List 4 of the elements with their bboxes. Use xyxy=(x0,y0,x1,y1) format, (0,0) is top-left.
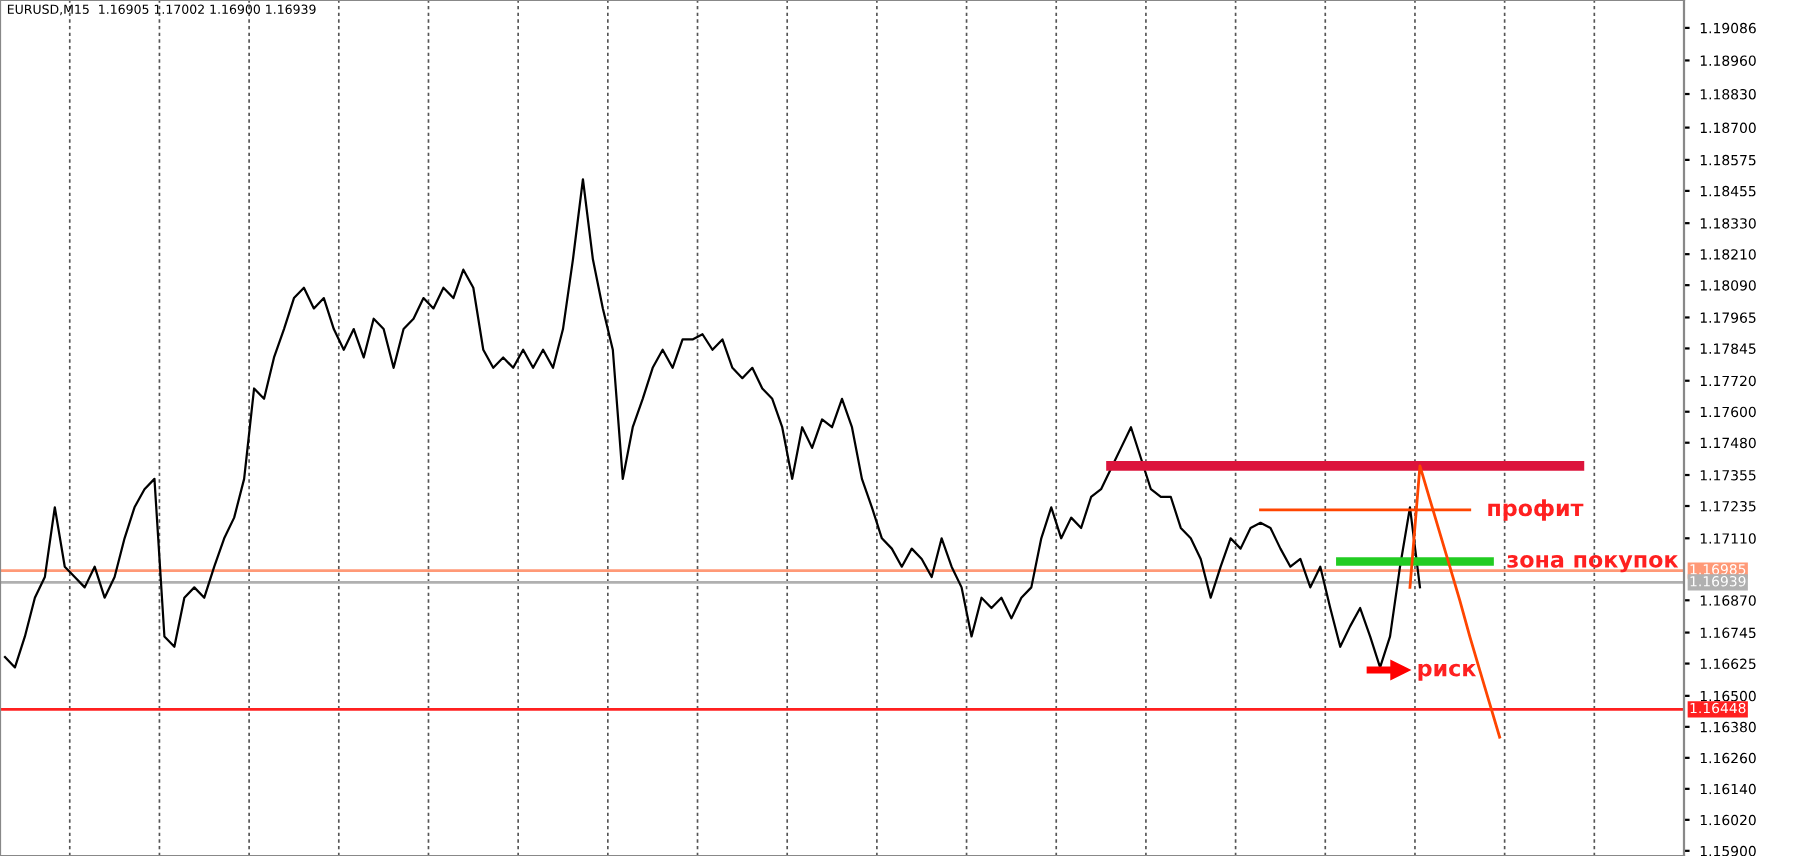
series-label: риск xyxy=(1418,663,1477,681)
series-label: зона покупок xyxy=(1507,555,1679,573)
line-series xyxy=(3,178,1422,669)
series-label: профит xyxy=(1488,499,1584,521)
